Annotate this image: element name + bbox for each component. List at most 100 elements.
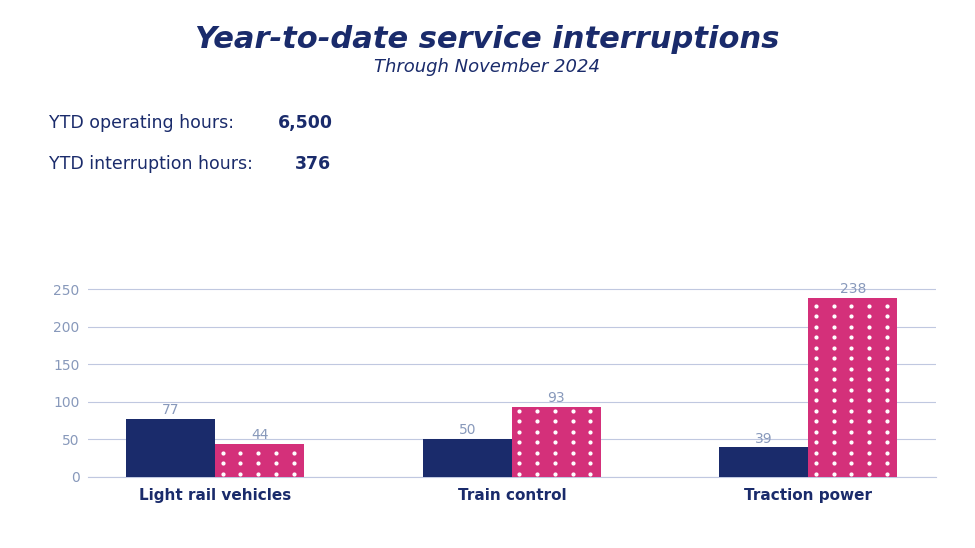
Point [251,448,266,457]
Point [879,312,895,321]
Point [879,396,895,404]
Point [547,427,563,436]
Point [370,152,386,161]
Point [391,152,407,161]
Point [843,375,859,384]
Bar [215,444,304,477]
Point [826,427,841,436]
Point [826,322,841,331]
Point [359,161,374,170]
Point [808,396,824,404]
Point [843,459,859,467]
Point [808,406,824,415]
Point [365,161,380,170]
Point [808,459,824,467]
Point [391,161,407,170]
Point [391,170,407,179]
Point [862,333,878,341]
Point [808,353,824,362]
Point [368,161,383,170]
Point [879,470,895,478]
Point [843,438,859,447]
Text: 77: 77 [162,403,179,417]
Point [879,406,895,415]
Point [879,417,895,426]
Point [808,333,824,341]
Point [879,364,895,373]
Bar [808,298,897,477]
Point [379,152,395,161]
Point [547,417,563,426]
Point [862,364,878,373]
Point [547,438,563,447]
Point [214,448,230,457]
Point [379,170,395,179]
Point [843,353,859,362]
Point [214,459,230,467]
Point [547,459,563,467]
Point [879,438,895,447]
Point [359,170,374,179]
Point [862,301,878,310]
Point [379,161,395,170]
Point [565,448,580,457]
Point [843,470,859,478]
Point [512,438,527,447]
Point [251,470,266,478]
Point [529,406,545,415]
Point [826,375,841,384]
Point [826,385,841,394]
Point [843,406,859,415]
Text: Through November 2024: Through November 2024 [374,58,601,76]
Point [879,459,895,467]
Point [373,170,389,179]
Bar [720,448,808,477]
Point [843,343,859,352]
Text: YTD interruption hours:: YTD interruption hours: [49,156,258,173]
Point [268,448,284,457]
Point [583,438,599,447]
Point [843,364,859,373]
Text: Year-to-date service interruptions: Year-to-date service interruptions [195,25,780,54]
Point [286,459,301,467]
Point [529,438,545,447]
Point [826,448,841,457]
Point [512,406,527,415]
Point [826,438,841,447]
Point [808,448,824,457]
Point [879,333,895,341]
Point [862,427,878,436]
Point [879,353,895,362]
Point [529,459,545,467]
Point [808,385,824,394]
Point [565,427,580,436]
Point [862,470,878,478]
Point [368,152,383,161]
Point [359,152,374,161]
Point [565,470,580,478]
Point [512,470,527,478]
Point [808,343,824,352]
Point [365,170,380,179]
Point [583,406,599,415]
Point [382,161,398,170]
Point [583,459,599,467]
Point [826,312,841,321]
Point [879,385,895,394]
Point [826,364,841,373]
Point [362,170,377,179]
Point [529,427,545,436]
Point [286,470,301,478]
Point [233,448,249,457]
Point [362,161,377,170]
Point [862,385,878,394]
Point [583,448,599,457]
Point [565,417,580,426]
Point [547,448,563,457]
Point [879,301,895,310]
Point [826,459,841,467]
Point [385,152,401,161]
Point [529,470,545,478]
Point [808,438,824,447]
Point [862,438,878,447]
